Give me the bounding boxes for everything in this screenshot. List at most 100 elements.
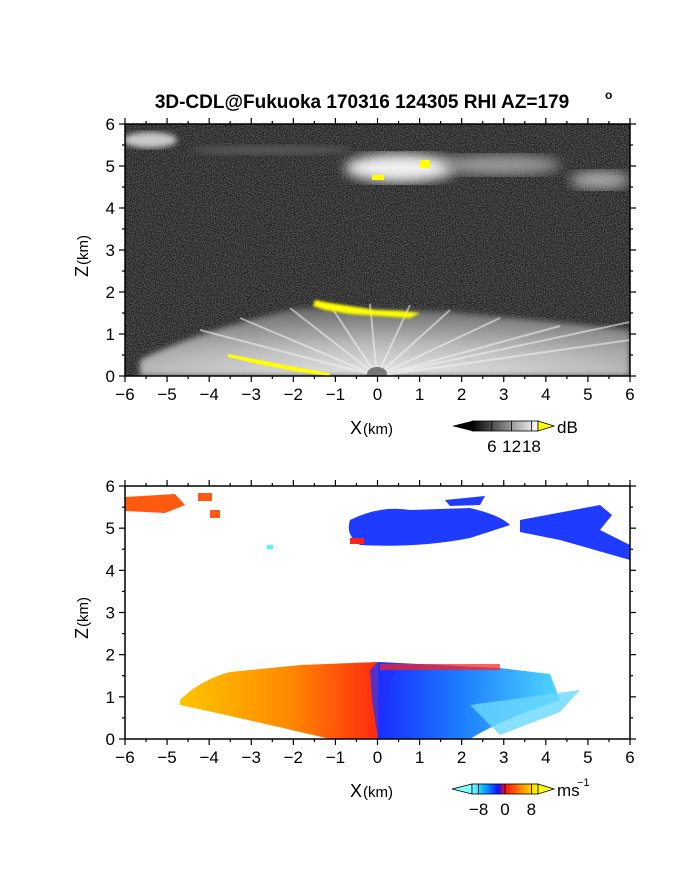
colorbar-tick-label: 6 xyxy=(487,437,496,456)
x-tick-label: 6 xyxy=(625,748,634,767)
y-tick-label: 3 xyxy=(106,241,115,260)
y-tick-label: 2 xyxy=(106,646,115,665)
bottom-approaching-flow xyxy=(378,662,560,739)
top-lidar-origin xyxy=(367,367,387,376)
y-tick-label: 2 xyxy=(106,283,115,302)
bottom-speck xyxy=(267,545,273,549)
top-saturation-patch-2 xyxy=(372,175,384,180)
title-degree: o xyxy=(605,88,612,102)
colorbar-tick-label: 18 xyxy=(522,437,541,456)
top-x-tick-labels: −6 −5 −4 −3 −2 −1 0 1 2 3 4 5 6 xyxy=(115,385,634,404)
top-ticks xyxy=(119,118,636,382)
bottom-zero-line xyxy=(370,662,395,739)
top-ground-saturation xyxy=(228,354,330,376)
title-text: 3D-CDL@Fukuoka 170316 124305 RHI AZ=179 xyxy=(155,92,569,113)
colorbar-tick-label: 0 xyxy=(500,800,509,819)
x-tick-label: 1 xyxy=(415,385,424,404)
x-tick-label: 3 xyxy=(499,748,508,767)
bottom-colorbar-ticks: −8 0 8 xyxy=(469,784,536,819)
y-tick-label: 1 xyxy=(106,688,115,707)
top-plot-area xyxy=(125,124,630,376)
x-tick-label: 0 xyxy=(373,748,382,767)
x-tick-label: −1 xyxy=(326,748,345,767)
top-y-axis-main: Z xyxy=(72,266,92,277)
colorbar-tick-label: 8 xyxy=(527,800,536,819)
y-tick-label: 4 xyxy=(106,199,115,218)
top-colorbar-left-arrow xyxy=(452,421,472,431)
x-tick-label: 3 xyxy=(499,385,508,404)
x-tick-label: 6 xyxy=(625,385,634,404)
bottom-colorbar-right-arrow xyxy=(537,783,556,795)
x-tick-label: −5 xyxy=(157,748,176,767)
bottom-upper-cloud-right xyxy=(520,505,630,560)
bottom-receding-flow xyxy=(180,662,378,739)
x-tick-label: 4 xyxy=(541,748,550,767)
x-tick-label: 2 xyxy=(457,748,466,767)
x-tick-label: 1 xyxy=(415,748,424,767)
bottom-x-axis-main: X xyxy=(350,781,362,801)
x-tick-label: −3 xyxy=(242,748,261,767)
colorbar-tick-label: −8 xyxy=(469,800,488,819)
y-tick-label: 6 xyxy=(106,115,115,134)
y-tick-label: 1 xyxy=(106,325,115,344)
bottom-colorbar-left-arrow xyxy=(451,783,473,795)
top-cloud-far-right xyxy=(570,171,630,189)
bottom-x-tick-labels: −6 −5 −4 −3 −2 −1 0 1 2 3 4 5 6 xyxy=(115,748,634,767)
bottom-ticks xyxy=(119,480,636,745)
bottom-upper-red-patch xyxy=(350,538,364,544)
top-y-axis-unit: (km) xyxy=(75,235,92,265)
x-tick-label: 5 xyxy=(583,748,592,767)
top-colorbar: dB 6 12 18 xyxy=(452,418,578,456)
top-boundary-fan xyxy=(140,308,630,376)
y-tick-label: 3 xyxy=(106,604,115,623)
bottom-colorbar-unit: ms xyxy=(557,781,580,800)
bottom-y-tick-labels: 0 1 2 3 4 5 6 xyxy=(106,477,115,749)
bottom-x-axis-title: X (km) xyxy=(350,781,393,801)
top-saturation-band xyxy=(313,300,420,318)
x-tick-label: −4 xyxy=(199,385,218,404)
top-colorbar-right-arrow xyxy=(537,420,556,432)
top-y-tick-labels: 0 1 2 3 4 5 6 xyxy=(106,115,115,386)
top-x-axis-title: X (km) xyxy=(350,418,393,438)
y-tick-label: 0 xyxy=(106,730,115,749)
bottom-y-axis-main: Z xyxy=(72,628,92,639)
top-colorbar-ticks: 6 12 18 xyxy=(487,421,541,456)
y-tick-label: 0 xyxy=(106,367,115,386)
x-tick-label: 2 xyxy=(457,385,466,404)
bottom-upper-receding-3 xyxy=(210,510,220,518)
x-tick-label: −2 xyxy=(284,385,303,404)
top-colorbar-unit: dB xyxy=(557,418,578,437)
bottom-colorbar-unit-exponent: −1 xyxy=(577,777,590,789)
bottom-upper-receding-2 xyxy=(198,493,212,501)
bottom-top-edge xyxy=(380,664,500,670)
x-tick-label: −5 xyxy=(157,385,176,404)
bottom-y-axis-title: Z (km) xyxy=(72,597,92,639)
bottom-x-axis-unit: (km) xyxy=(363,784,393,801)
top-cloud-right xyxy=(440,155,560,175)
x-tick-label: −4 xyxy=(199,748,218,767)
top-x-axis-main: X xyxy=(350,418,362,438)
bottom-plot-area xyxy=(125,486,630,739)
x-tick-label: 0 xyxy=(373,385,382,404)
top-x-axis-unit: (km) xyxy=(363,421,393,438)
x-tick-label: 4 xyxy=(541,385,550,404)
x-tick-label: −3 xyxy=(242,385,261,404)
y-tick-label: 5 xyxy=(106,157,115,176)
chart-title: 3D-CDL@Fukuoka 170316 124305 RHI AZ=179 … xyxy=(155,88,613,113)
bottom-y-axis-unit: (km) xyxy=(75,597,92,627)
top-cloud-main xyxy=(345,154,455,182)
panel-bottom: −6 −5 −4 −3 −2 −1 0 1 2 3 4 5 6 0 1 2 3 4 5 6 X (km) Z (km… xyxy=(72,477,636,819)
x-tick-label: −2 xyxy=(284,748,303,767)
x-tick-label: −1 xyxy=(326,385,345,404)
top-colorbar-gradient xyxy=(471,420,539,432)
top-saturation-patch-1 xyxy=(420,160,430,168)
colorbar-tick-label: 12 xyxy=(502,437,521,456)
y-tick-label: 6 xyxy=(106,477,115,496)
top-y-axis-title: Z (km) xyxy=(72,235,92,277)
bottom-upper-cloud-main xyxy=(348,508,510,546)
top-cloud-left xyxy=(125,132,177,148)
bottom-approaching-tail xyxy=(470,690,580,735)
y-tick-label: 5 xyxy=(106,519,115,538)
bottom-upper-cloud-top xyxy=(445,496,485,506)
